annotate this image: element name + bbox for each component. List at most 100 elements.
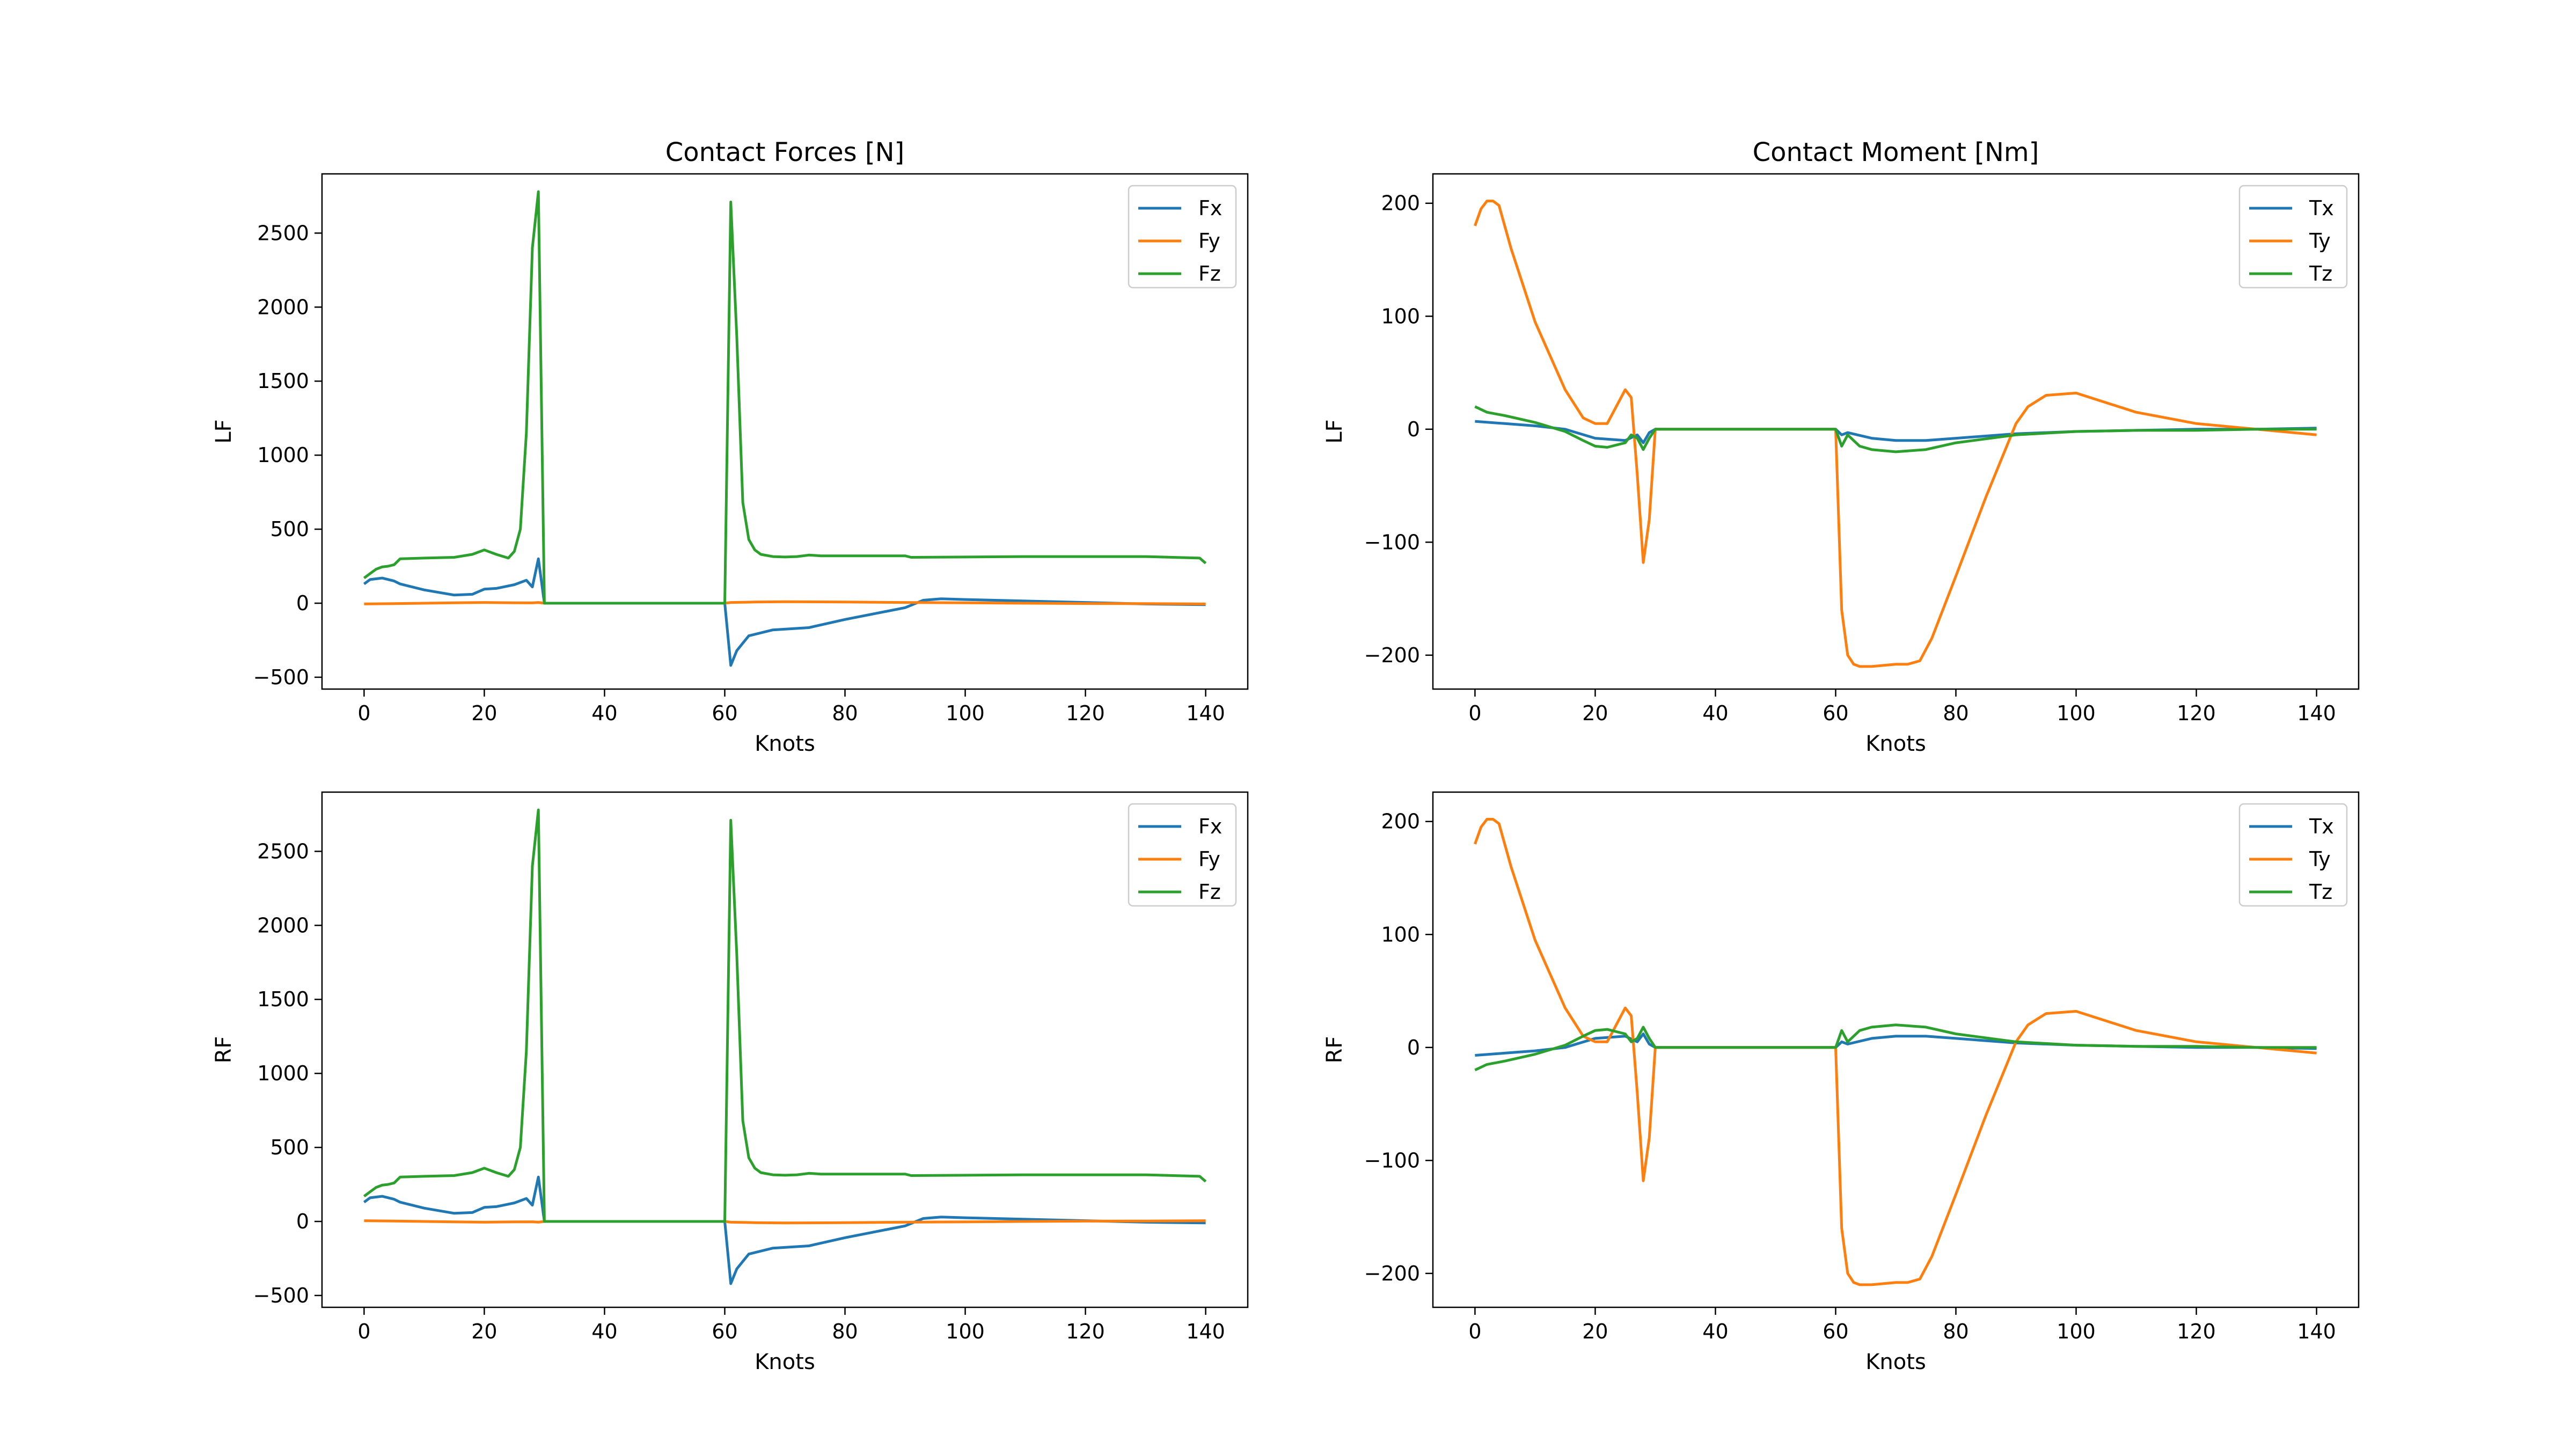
chart-title: Contact Moment [Nm] bbox=[1753, 137, 2039, 167]
legend-label-fz: Fz bbox=[1198, 880, 1221, 904]
legend: Tx Ty Tz bbox=[2238, 803, 2348, 907]
legend: Fx Fy Fz bbox=[1128, 185, 1237, 289]
series-line-ty bbox=[1474, 818, 2317, 1286]
x-tick-label: 20 bbox=[1582, 1320, 1608, 1343]
legend-label-tx: Tx bbox=[2309, 815, 2334, 838]
x-tick-label: 140 bbox=[2297, 701, 2336, 725]
chart-panel-2: 0 20 40 60 80 100 120 140 −200 −100 0 100 200 Contact… bbox=[1322, 137, 2360, 756]
legend-label-ty: Ty bbox=[2309, 847, 2331, 871]
series-line-fy bbox=[364, 600, 1206, 605]
x-axis-label: Knots bbox=[755, 731, 815, 756]
chart-panel-1: 0 20 40 60 80 100 120 140 −500 0 500 1000 1500 2000 25… bbox=[211, 137, 1249, 756]
x-tick-label: 120 bbox=[1066, 1320, 1105, 1343]
series-line-tz bbox=[1474, 1023, 2317, 1072]
x-axis-label: Knots bbox=[755, 1350, 815, 1374]
x-tick-label: 140 bbox=[1186, 1320, 1225, 1343]
y-tick-label: 2500 bbox=[257, 221, 309, 245]
x-tick-label: 80 bbox=[832, 701, 858, 725]
x-tick-label: 20 bbox=[1582, 701, 1608, 725]
x-tick-label: 60 bbox=[1823, 1320, 1848, 1343]
x-tick-label: 60 bbox=[712, 1320, 737, 1343]
x-tick-label: 20 bbox=[471, 701, 497, 725]
y-tick-label: −100 bbox=[1364, 530, 1420, 554]
plot-area bbox=[1474, 200, 2317, 668]
axes-frame bbox=[1432, 173, 2360, 690]
legend-label-fy: Fy bbox=[1198, 847, 1220, 871]
x-tick-label: 60 bbox=[1823, 701, 1848, 725]
y-tick-label: −500 bbox=[253, 1284, 309, 1307]
legend-label-fz: Fz bbox=[1198, 262, 1221, 286]
y-tick-label: 2000 bbox=[257, 913, 309, 937]
y-tick-label: 2000 bbox=[257, 295, 309, 319]
legend-label-fy: Fy bbox=[1198, 229, 1220, 253]
y-tick-label: −500 bbox=[253, 665, 309, 689]
y-tick-label: 0 bbox=[296, 1210, 309, 1233]
x-tick-label: 100 bbox=[946, 1320, 985, 1343]
series-line-fx bbox=[363, 557, 1206, 667]
y-tick-label: 1000 bbox=[257, 443, 309, 467]
legend-label-fx: Fx bbox=[1198, 196, 1222, 220]
x-tick-label: 40 bbox=[1702, 1320, 1728, 1343]
x-tick-label: 80 bbox=[832, 1320, 858, 1343]
y-tick-label: −200 bbox=[1364, 1262, 1420, 1285]
legend-label-fx: Fx bbox=[1198, 815, 1222, 838]
x-tick-label: 140 bbox=[2297, 1320, 2336, 1343]
y-axis-label: RF bbox=[211, 1036, 236, 1064]
y-tick-label: 100 bbox=[1381, 304, 1420, 328]
chart-panel-3: 0 20 40 60 80 100 120 140 −500 0 500 1000 1500 2000 25… bbox=[211, 791, 1249, 1374]
y-tick-label: 200 bbox=[1381, 810, 1420, 833]
y-tick-label: 500 bbox=[270, 517, 309, 541]
x-tick-label: 120 bbox=[2177, 1320, 2216, 1343]
x-axis-label: Knots bbox=[1865, 731, 1926, 756]
series-line-fy bbox=[364, 1219, 1206, 1225]
plot-area bbox=[363, 808, 1207, 1285]
legend-box bbox=[1128, 803, 1237, 907]
chart-panel-4: 0 20 40 60 80 100 120 140 −200 −100 0 100 200 Knots RF… bbox=[1322, 791, 2360, 1374]
y-axis-label: LF bbox=[1322, 419, 1347, 443]
y-axis-label: RF bbox=[1322, 1036, 1347, 1064]
x-tick-label: 80 bbox=[1943, 1320, 1968, 1343]
legend-label-ty: Ty bbox=[2309, 229, 2331, 253]
x-tick-label: 100 bbox=[2057, 701, 2096, 725]
legend-box bbox=[2238, 185, 2348, 289]
y-tick-label: 500 bbox=[270, 1136, 309, 1159]
y-tick-label: 200 bbox=[1381, 192, 1420, 215]
y-tick-label: 0 bbox=[1407, 1036, 1420, 1059]
x-tick-label: 0 bbox=[1468, 1320, 1481, 1343]
y-tick-label: 2500 bbox=[257, 839, 309, 863]
x-tick-label: 0 bbox=[357, 1320, 370, 1343]
axes-frame bbox=[321, 173, 1249, 690]
y-tick-label: 0 bbox=[1407, 418, 1420, 441]
legend-box bbox=[1128, 185, 1237, 289]
y-tick-label: 1000 bbox=[257, 1062, 309, 1085]
series-line-fz bbox=[363, 190, 1207, 605]
x-tick-label: 80 bbox=[1943, 701, 1968, 725]
legend: Tx Ty Tz bbox=[2238, 185, 2348, 289]
x-tick-label: 100 bbox=[2057, 1320, 2096, 1343]
series-line-ty bbox=[1474, 200, 2317, 668]
y-tick-label: 1500 bbox=[257, 987, 309, 1011]
x-tick-label: 140 bbox=[1186, 701, 1225, 725]
series-line-fx bbox=[363, 1175, 1206, 1285]
chart-title: Contact Forces [N] bbox=[665, 137, 905, 167]
y-tick-label: 1500 bbox=[257, 369, 309, 393]
y-tick-label: −200 bbox=[1364, 643, 1420, 667]
series-line-fz bbox=[363, 808, 1207, 1223]
axes-frame bbox=[1432, 791, 2360, 1308]
x-tick-label: 40 bbox=[591, 1320, 617, 1343]
legend: Fx Fy Fz bbox=[1128, 803, 1237, 907]
y-axis-label: LF bbox=[211, 419, 236, 443]
plot-area bbox=[1474, 818, 2317, 1286]
legend-label-tz: Tz bbox=[2309, 262, 2332, 286]
legend-label-tx: Tx bbox=[2309, 196, 2334, 220]
x-tick-label: 40 bbox=[1702, 701, 1728, 725]
x-tick-label: 0 bbox=[1468, 701, 1481, 725]
plot-area bbox=[363, 190, 1207, 667]
series-line-tx bbox=[1475, 1033, 2317, 1057]
legend-box bbox=[2238, 803, 2348, 907]
x-tick-label: 100 bbox=[946, 701, 985, 725]
x-tick-label: 40 bbox=[591, 701, 617, 725]
x-tick-label: 120 bbox=[2177, 701, 2216, 725]
y-tick-label: 0 bbox=[296, 591, 309, 615]
